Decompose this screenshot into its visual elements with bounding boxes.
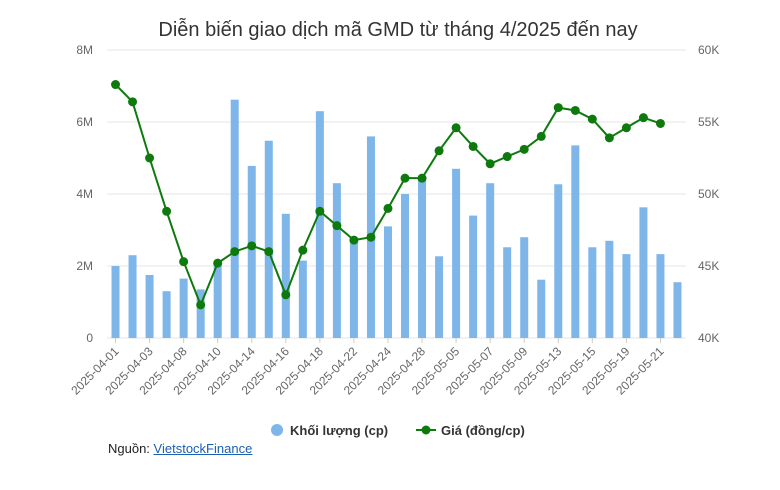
price-point[interactable] xyxy=(281,290,291,300)
price-point[interactable] xyxy=(162,206,172,216)
source-link[interactable]: VietstockFinance xyxy=(153,441,253,456)
y-right-tick-label: 60K xyxy=(698,43,719,57)
volume-bar[interactable] xyxy=(145,275,154,338)
source-prefix: Nguồn: xyxy=(108,441,154,456)
legend-price-label[interactable]: Giá (đồng/cp) xyxy=(441,423,525,438)
legend[interactable]: Khối lượng (cp) Giá (đồng/cp) xyxy=(271,423,525,438)
price-point[interactable] xyxy=(587,114,597,124)
volume-bar[interactable] xyxy=(503,247,512,338)
y-left-tick-label: 2M xyxy=(76,259,93,273)
volume-bar[interactable] xyxy=(281,213,290,338)
volume-bar[interactable] xyxy=(418,179,427,338)
volume-bar[interactable] xyxy=(383,226,392,338)
volume-bar[interactable] xyxy=(332,183,341,338)
price-point[interactable] xyxy=(655,118,665,128)
price-point[interactable] xyxy=(145,153,155,163)
price-point[interactable] xyxy=(536,131,546,141)
price-point[interactable] xyxy=(570,105,580,115)
volume-bar[interactable] xyxy=(435,256,444,338)
volume-bar[interactable] xyxy=(196,289,205,338)
volume-bar[interactable] xyxy=(452,168,461,338)
volume-bar[interactable] xyxy=(537,279,546,338)
volume-bar[interactable] xyxy=(673,282,682,338)
price-point[interactable] xyxy=(451,123,461,133)
volume-bar[interactable] xyxy=(469,215,478,338)
volume-bar[interactable] xyxy=(162,291,171,338)
volume-bar[interactable] xyxy=(554,184,563,338)
y-right-tick-label: 45K xyxy=(698,259,719,273)
price-point[interactable] xyxy=(553,103,563,113)
y-left-tick-label: 0 xyxy=(86,331,93,345)
legend-price-marker xyxy=(421,425,431,435)
volume-bar[interactable] xyxy=(622,254,631,338)
price-point[interactable] xyxy=(315,206,325,216)
price-point[interactable] xyxy=(417,173,427,183)
price-point[interactable] xyxy=(502,152,512,162)
price-point[interactable] xyxy=(349,235,359,245)
y-axis-right: 40K 45K 50K 55K 60K xyxy=(698,43,719,345)
volume-bar[interactable] xyxy=(486,183,495,338)
volume-bar[interactable] xyxy=(571,145,580,338)
price-point[interactable] xyxy=(400,173,410,183)
volume-bar[interactable] xyxy=(315,111,324,338)
y-right-tick-label: 50K xyxy=(698,187,719,201)
chart-title: Diễn biến giao dịch mã GMD từ tháng 4/20… xyxy=(158,18,637,41)
volume-bar[interactable] xyxy=(639,207,648,338)
price-point[interactable] xyxy=(247,241,257,251)
price-point[interactable] xyxy=(638,113,648,123)
price-point[interactable] xyxy=(485,159,495,169)
price-point[interactable] xyxy=(366,232,376,242)
price-point[interactable] xyxy=(383,203,393,213)
legend-volume-marker xyxy=(271,424,283,436)
price-point[interactable] xyxy=(196,300,206,310)
y-right-tick-label: 40K xyxy=(698,331,719,345)
price-point[interactable] xyxy=(298,245,308,255)
volume-bar[interactable] xyxy=(588,247,597,338)
y-right-tick-label: 55K xyxy=(698,115,719,129)
volume-bar[interactable] xyxy=(349,238,358,338)
price-point[interactable] xyxy=(604,133,614,143)
volume-bar[interactable] xyxy=(520,237,529,338)
price-point[interactable] xyxy=(128,97,138,107)
price-point[interactable] xyxy=(468,141,478,151)
price-point[interactable] xyxy=(621,123,631,133)
legend-volume-label[interactable]: Khối lượng (cp) xyxy=(290,423,388,438)
price-point[interactable] xyxy=(213,258,223,268)
volume-bar[interactable] xyxy=(656,254,665,338)
price-point[interactable] xyxy=(230,247,240,257)
y-left-tick-label: 8M xyxy=(76,43,93,57)
price-point[interactable] xyxy=(111,80,121,90)
volume-bar[interactable] xyxy=(128,255,137,338)
volume-bar[interactable] xyxy=(230,99,239,339)
source-note: Nguồn: VietstockFinance xyxy=(108,441,252,456)
price-line xyxy=(111,80,665,310)
price-point[interactable] xyxy=(332,221,342,231)
y-left-tick-label: 4M xyxy=(76,187,93,201)
price-point[interactable] xyxy=(264,247,274,257)
x-axis: 2025-04-012025-04-032025-04-082025-04-10… xyxy=(68,338,667,398)
price-point[interactable] xyxy=(434,146,444,156)
volume-bar[interactable] xyxy=(605,240,614,338)
volume-bar[interactable] xyxy=(247,165,256,338)
volume-bar[interactable] xyxy=(179,278,188,338)
price-point[interactable] xyxy=(519,144,529,154)
volume-bar[interactable] xyxy=(298,260,307,338)
y-left-tick-label: 6M xyxy=(76,115,93,129)
volume-bar[interactable] xyxy=(264,140,273,338)
volume-bar[interactable] xyxy=(111,266,120,338)
price-point[interactable] xyxy=(179,257,189,267)
volume-bar[interactable] xyxy=(213,262,222,338)
volume-bar[interactable] xyxy=(401,194,410,338)
y-axis-left: 0 2M 4M 6M 8M xyxy=(76,43,93,345)
